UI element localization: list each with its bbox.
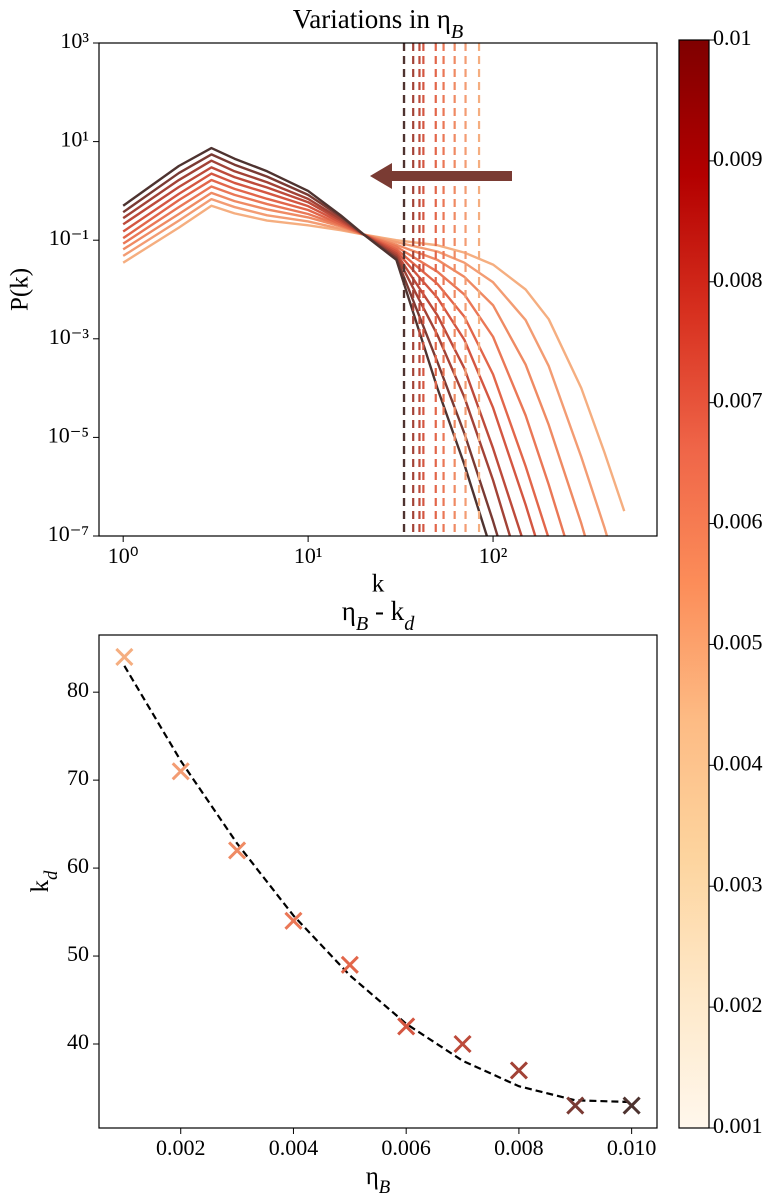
- x-tick-label: 0.004: [269, 1135, 319, 1160]
- subscript: B: [451, 21, 463, 43]
- y-tick-label: 40: [67, 1029, 89, 1054]
- colorbar-tick-label: 0.003: [713, 871, 763, 896]
- marker: [115, 647, 134, 667]
- marker: [284, 911, 303, 930]
- y-axis-label: P(k): [7, 268, 34, 311]
- chart-title: ηB - kd: [342, 596, 416, 634]
- marker: [228, 841, 247, 860]
- colorbar-tick-label: 0.009: [713, 146, 763, 171]
- curve: [122, 146, 489, 536]
- curve: [122, 159, 512, 536]
- y-axis-label: kd: [27, 870, 62, 893]
- x-tick-label: 0.008: [494, 1135, 544, 1160]
- y-tick-label: 80: [67, 677, 89, 702]
- subscript: B: [356, 613, 368, 635]
- plot-frame: [98, 634, 658, 1129]
- curve: [122, 204, 626, 512]
- colorbar: [678, 39, 710, 1129]
- subscript: B: [379, 1177, 391, 1198]
- curve: [122, 166, 523, 536]
- marker: [340, 955, 359, 974]
- colorbar-tick-label: 0.004: [713, 750, 763, 775]
- chart-title: Variations in ηB: [293, 4, 463, 42]
- y-tick-label: 60: [67, 853, 89, 878]
- curve: [122, 197, 609, 536]
- x-tick-label: 0.006: [381, 1135, 431, 1160]
- colorbar-tick-label: 0.007: [713, 388, 763, 413]
- y-tick-label: 10³: [60, 28, 89, 53]
- y-tick-label: 10⁻⁷: [48, 521, 89, 546]
- y-tick-label: 10⁻⁵: [48, 422, 89, 447]
- y-tick-label: 70: [67, 765, 89, 790]
- y-tick-label: 10¹: [60, 127, 89, 152]
- x-tick-label: 10⁰: [108, 543, 139, 568]
- marker: [566, 1096, 585, 1115]
- colorbar-tick-label: 0.008: [713, 267, 763, 292]
- colorbar-tick-label: 0.002: [713, 992, 763, 1017]
- x-tick-label: 10¹: [294, 543, 323, 568]
- text-part: η: [342, 596, 356, 626]
- plot-area: [123, 665, 632, 1104]
- text-part: η: [366, 1163, 379, 1190]
- colorbar-tick-label: 0.01: [713, 25, 752, 50]
- x-axis-label: k: [372, 571, 385, 598]
- x-tick-label: 0.002: [156, 1135, 206, 1160]
- text-part: - k: [368, 596, 404, 626]
- colorbar-tick-label: 0.001: [713, 1113, 763, 1138]
- colorbar-tick-label: 0.006: [713, 509, 763, 534]
- plots: 10⁰ 10¹ 10² 10⁻⁷ 10⁻⁵ 10⁻³ 10⁻¹ 10¹ 10³ Variation…: [7, 4, 763, 1198]
- y-tick-label: 50: [67, 941, 89, 966]
- marker: [509, 1061, 528, 1080]
- y-tick-label: 10⁻³: [49, 324, 90, 349]
- plot-area: [122, 43, 626, 536]
- x-axis-label: ηB: [366, 1163, 391, 1198]
- colorbar-tick-label: 0.005: [713, 629, 763, 654]
- marker: [453, 1034, 472, 1054]
- x-tick-label: 10²: [479, 543, 508, 568]
- text-part: k: [27, 879, 54, 892]
- arrow: [370, 163, 512, 189]
- marker: [622, 1096, 641, 1115]
- plot-frame: [98, 42, 658, 537]
- text-part: Variations in η: [293, 4, 451, 34]
- fit-curve: [123, 665, 632, 1104]
- subscript: d: [41, 870, 62, 880]
- marker: [397, 1017, 416, 1036]
- marker: [171, 762, 190, 781]
- subscript: d: [404, 613, 415, 635]
- y-tick-label: 10⁻¹: [49, 225, 89, 250]
- x-tick-label: 0.010: [607, 1135, 657, 1160]
